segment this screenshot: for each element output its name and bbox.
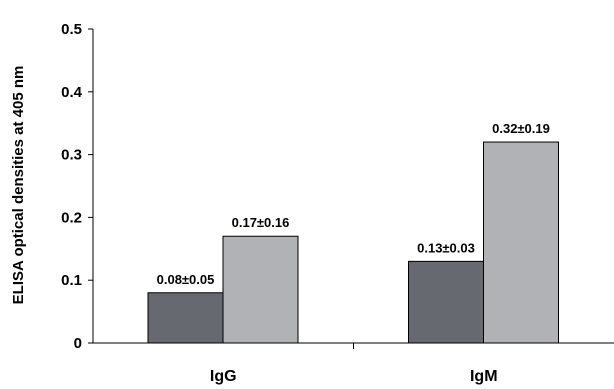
bar xyxy=(147,292,224,344)
data-label: 0.17±0.16 xyxy=(232,215,290,230)
y-tick-label: 0.4 xyxy=(61,84,83,101)
data-label: 0.32±0.19 xyxy=(492,121,550,136)
y-tick-label: 0.2 xyxy=(61,209,82,226)
y-tick-label: 0.1 xyxy=(61,272,82,289)
x-category-label: IgM xyxy=(470,368,498,385)
data-label: 0.13±0.03 xyxy=(417,240,475,255)
bar xyxy=(483,141,559,344)
bar xyxy=(408,260,484,344)
y-tick-label: 0 xyxy=(74,335,82,352)
y-tick-label: 0.3 xyxy=(61,147,82,164)
plot-area: 0 0.1 0.2 0.3 0.4 0.5 0.08±0.05 0.17±0.16 IgG 0.1… xyxy=(61,21,614,385)
y-tick-label: 0.5 xyxy=(61,21,82,38)
data-label: 0.08±0.05 xyxy=(157,272,215,287)
bar xyxy=(222,235,299,344)
y-axis-title: ELISA optical densities at 405 nm xyxy=(10,66,27,305)
x-category-label: IgG xyxy=(210,368,237,385)
